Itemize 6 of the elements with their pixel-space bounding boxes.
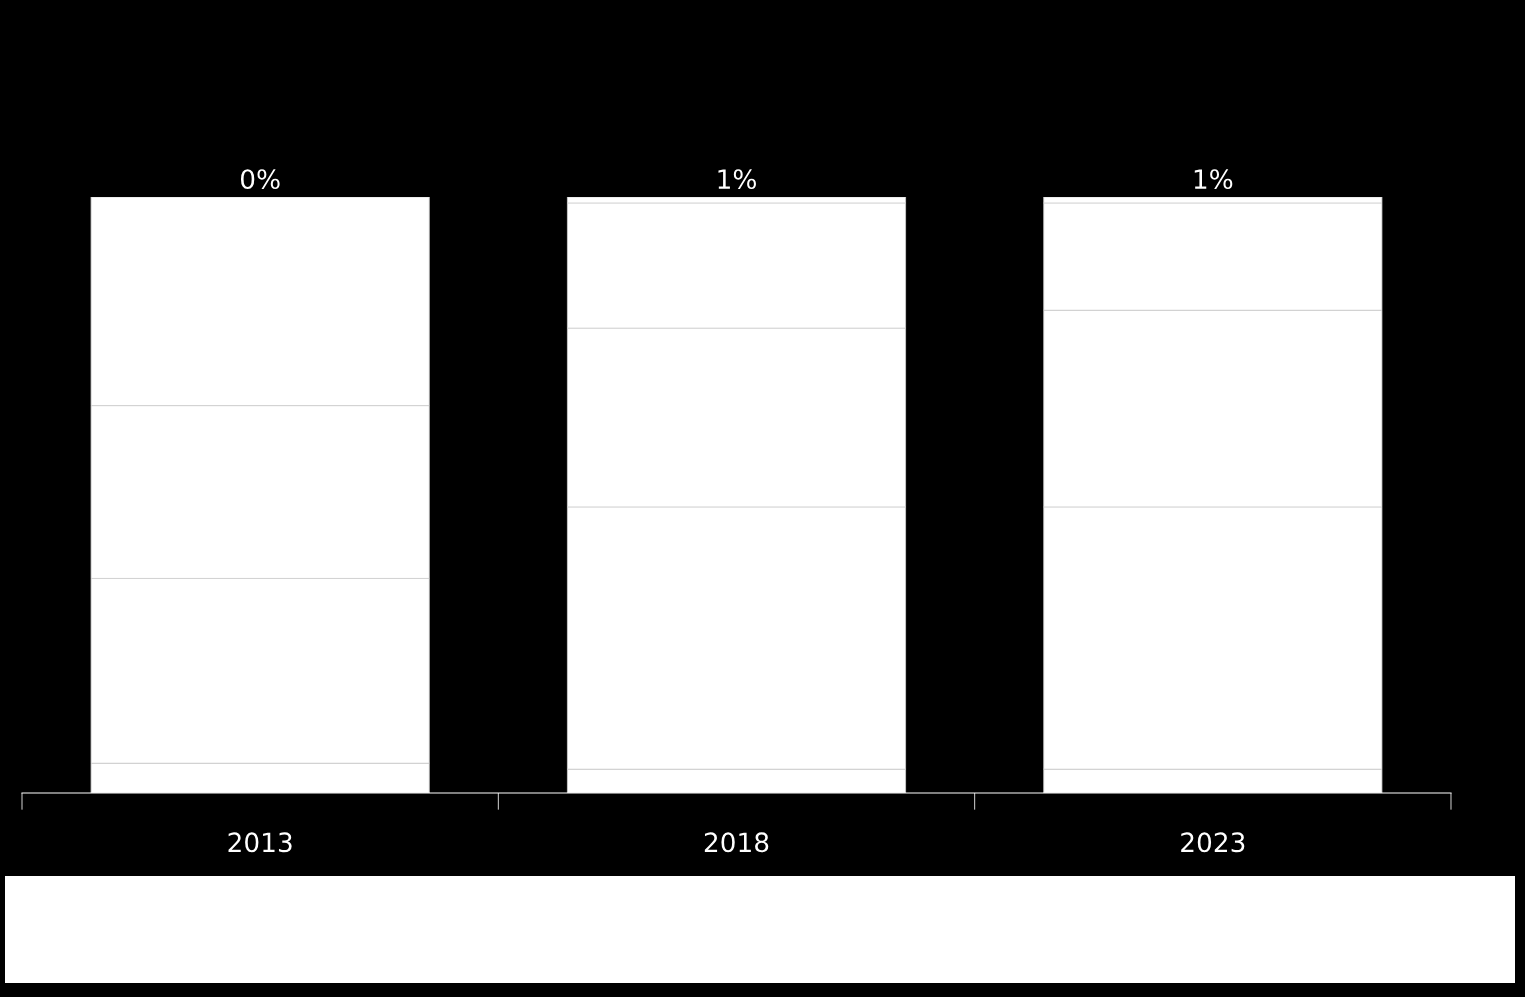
data-label: 0% — [240, 169, 280, 190]
x-tick-label: 2013 — [228, 832, 292, 853]
x-tick-label: 2018 — [704, 832, 769, 853]
data-label: 1% — [718, 169, 756, 190]
data-label: 1% — [1194, 169, 1233, 190]
x-tick-label: 2023 — [1181, 832, 1245, 853]
